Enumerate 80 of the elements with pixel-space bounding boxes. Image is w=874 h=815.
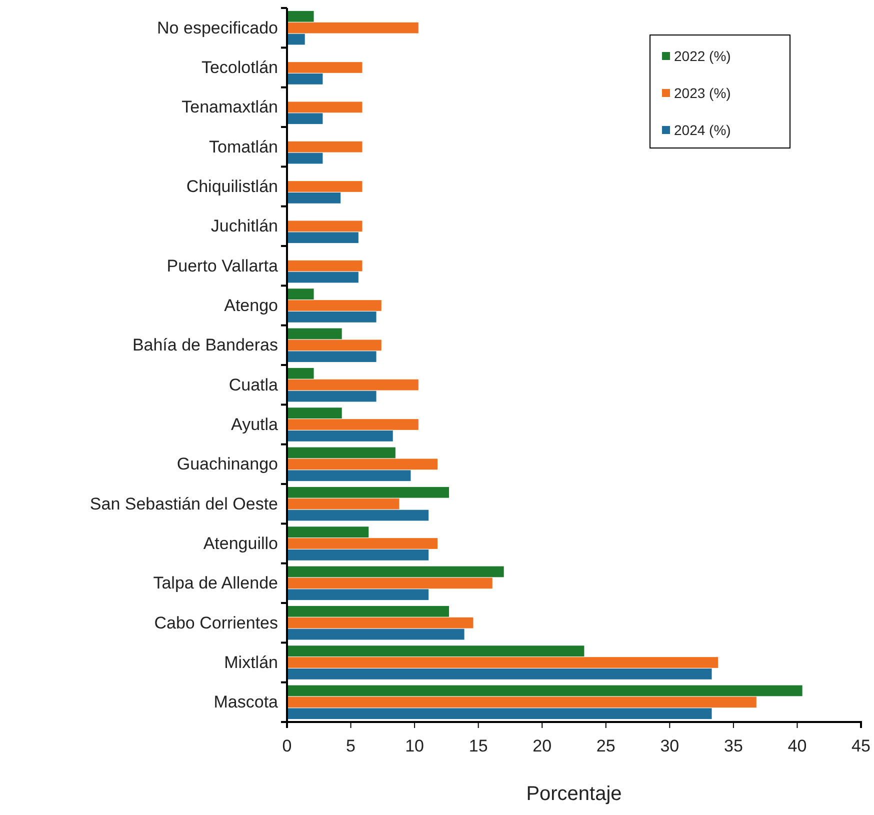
- bar: [287, 22, 418, 34]
- x-tick-label: 10: [405, 736, 424, 756]
- bar: [287, 220, 362, 232]
- x-tick-label: 0: [282, 736, 292, 756]
- bar: [287, 152, 323, 164]
- bar: [287, 430, 393, 442]
- bar: [287, 486, 449, 498]
- y-tick-label: Atenguillo: [203, 534, 278, 553]
- y-tick-label: San Sebastián del Oeste: [90, 494, 278, 514]
- bar: [287, 340, 382, 351]
- bar: [287, 10, 314, 22]
- bar: [287, 458, 438, 470]
- y-tick-label: Tenamaxtlán: [182, 98, 278, 117]
- bar: [287, 34, 305, 45]
- bar: [287, 668, 712, 680]
- bar: [287, 192, 341, 204]
- bar: [287, 447, 396, 458]
- bar: [287, 538, 438, 549]
- bar: [287, 606, 449, 617]
- bar: [287, 419, 418, 430]
- y-tick-label: Puerto Vallarta: [166, 256, 279, 276]
- y-tick-label: Cabo Corrientes: [154, 613, 278, 632]
- bar: [287, 113, 323, 124]
- y-tick-label: Talpa de Allende: [153, 574, 278, 593]
- y-tick-label: Bahía de Banderas: [132, 336, 278, 355]
- y-tick-label: Guachinango: [176, 454, 278, 474]
- bar: [287, 589, 429, 600]
- y-tick-label: No especificado: [157, 18, 278, 38]
- bar: [287, 141, 362, 152]
- legend-label: 2024 (%): [674, 122, 731, 138]
- bar: [287, 328, 342, 340]
- bar: [287, 379, 418, 390]
- bar: [287, 351, 376, 362]
- bar: [287, 232, 358, 244]
- y-tick-label: Tecolotlán: [201, 58, 278, 77]
- bar: [287, 646, 584, 656]
- bar: [287, 260, 362, 272]
- bar: [287, 181, 362, 192]
- bar: [287, 408, 342, 418]
- bar: [287, 510, 429, 521]
- x-tick-label: 30: [660, 736, 680, 756]
- bar: [287, 617, 474, 628]
- y-tick-label: Cuatla: [228, 375, 279, 394]
- x-axis-title: Porcentaje: [526, 783, 622, 805]
- legend-label: 2022 (%): [674, 48, 731, 64]
- bar: [287, 685, 802, 696]
- bar: [287, 312, 376, 322]
- bar: [287, 288, 314, 300]
- legend-label: 2023 (%): [674, 85, 731, 101]
- bar: [287, 272, 358, 283]
- bar: [287, 550, 429, 560]
- y-tick-label: Mascota: [214, 692, 279, 712]
- y-tick-label: Mixtlán: [224, 652, 278, 672]
- bar: [287, 696, 756, 708]
- y-tick-label: Ayutla: [231, 414, 279, 434]
- bar: [287, 657, 718, 668]
- y-tick-label: Juchitlán: [210, 216, 278, 236]
- x-tick-label: 35: [724, 736, 743, 756]
- bar: [287, 74, 323, 84]
- x-tick-label: 5: [346, 736, 356, 756]
- bar: [287, 470, 411, 482]
- bar: [287, 708, 712, 720]
- bar: [287, 368, 314, 379]
- x-tick-label: 15: [468, 736, 488, 756]
- bar: [287, 498, 400, 510]
- y-tick-label: Chiquilistlán: [186, 176, 278, 196]
- bar: [287, 628, 464, 640]
- bar: [287, 300, 382, 311]
- x-tick-label: 25: [596, 736, 616, 756]
- bar: [287, 526, 369, 538]
- bar: [287, 390, 376, 402]
- y-tick-label: Atengo: [224, 296, 278, 315]
- bar: [287, 578, 492, 589]
- x-tick-label: 20: [532, 736, 552, 756]
- bar: [287, 62, 362, 73]
- bar: [287, 102, 362, 113]
- x-tick-label: 45: [852, 736, 870, 756]
- x-tick-label: 40: [788, 736, 807, 756]
- bar: [287, 566, 504, 578]
- y-tick-label: Tomatlán: [209, 137, 278, 156]
